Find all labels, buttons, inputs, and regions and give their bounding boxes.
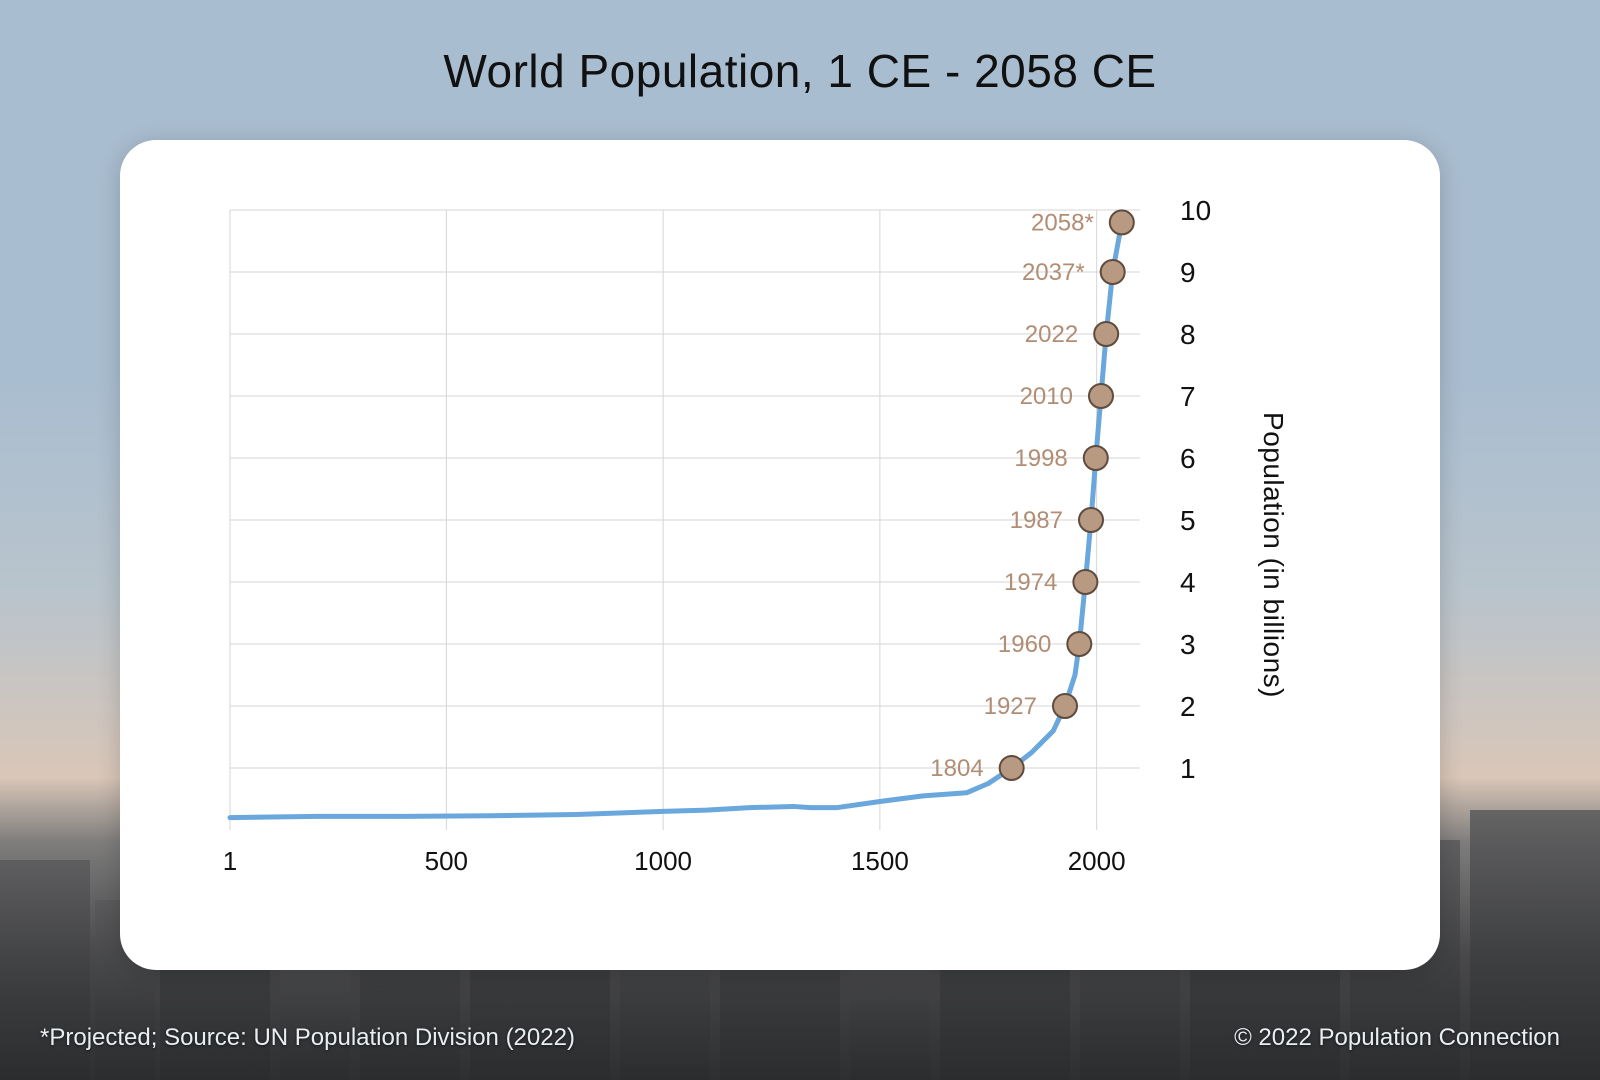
milestone-marker	[1067, 632, 1091, 656]
svg-text:10: 10	[1180, 195, 1211, 226]
milestone-label: 1927	[984, 693, 1037, 720]
y-tick: 6	[1180, 443, 1196, 474]
milestone-marker	[1073, 570, 1097, 594]
milestone-marker	[1101, 260, 1125, 284]
x-tick: 1	[223, 846, 237, 876]
y-tick: 2	[1180, 691, 1196, 722]
footnote-source: *Projected; Source: UN Population Divisi…	[40, 1024, 575, 1052]
svg-text:4: 4	[1180, 567, 1196, 598]
svg-text:8: 8	[1180, 319, 1196, 350]
milestone-marker	[1110, 210, 1134, 234]
svg-text:1500: 1500	[851, 846, 909, 876]
milestone-marker	[1079, 508, 1103, 532]
milestone-marker	[1094, 322, 1118, 346]
chart-card: 180419271960197419871998201020222037*205…	[120, 140, 1440, 970]
x-tick: 500	[425, 846, 468, 876]
milestone-marker	[1000, 756, 1024, 780]
svg-text:1: 1	[223, 846, 237, 876]
y-axis-title: Population (in billions)	[1257, 412, 1289, 698]
svg-text:1000: 1000	[634, 846, 692, 876]
svg-text:5: 5	[1180, 505, 1196, 536]
milestone-label: 1998	[1014, 445, 1067, 472]
svg-text:9: 9	[1180, 257, 1196, 288]
svg-text:2000: 2000	[1068, 846, 1126, 876]
y-tick: 5	[1180, 505, 1196, 536]
milestone-marker	[1053, 694, 1077, 718]
y-tick: 7	[1180, 381, 1196, 412]
milestone-label: 1960	[998, 631, 1051, 658]
stage: World Population, 1 CE - 2058 CE 1804192…	[0, 0, 1600, 1080]
svg-text:1: 1	[1180, 753, 1196, 784]
y-tick: 1	[1180, 753, 1196, 784]
y-tick: 4	[1180, 567, 1196, 598]
svg-text:3: 3	[1180, 629, 1196, 660]
footnote-copyright: © 2022 Population Connection	[1234, 1024, 1560, 1052]
milestone-label: 2058*	[1031, 209, 1094, 236]
y-tick: 8	[1180, 319, 1196, 350]
milestone-marker	[1089, 384, 1113, 408]
y-tick: 10	[1180, 195, 1211, 226]
chart-title: World Population, 1 CE - 2058 CE	[0, 44, 1600, 98]
milestone-label: 1974	[1004, 569, 1057, 596]
svg-text:6: 6	[1180, 443, 1196, 474]
milestone-label: 2037*	[1022, 259, 1085, 286]
x-tick: 1000	[634, 846, 692, 876]
svg-text:7: 7	[1180, 381, 1196, 412]
milestone-label: 1987	[1010, 507, 1063, 534]
svg-text:2: 2	[1180, 691, 1196, 722]
x-tick: 2000	[1068, 846, 1126, 876]
x-tick: 1500	[851, 846, 909, 876]
milestone-label: 2010	[1020, 383, 1073, 410]
milestone-label: 2022	[1025, 321, 1078, 348]
population-chart: 180419271960197419871998201020222037*205…	[200, 190, 1320, 890]
milestone-label: 1804	[930, 755, 983, 782]
y-tick: 3	[1180, 629, 1196, 660]
y-tick: 9	[1180, 257, 1196, 288]
svg-text:500: 500	[425, 846, 468, 876]
milestone-marker	[1084, 446, 1108, 470]
